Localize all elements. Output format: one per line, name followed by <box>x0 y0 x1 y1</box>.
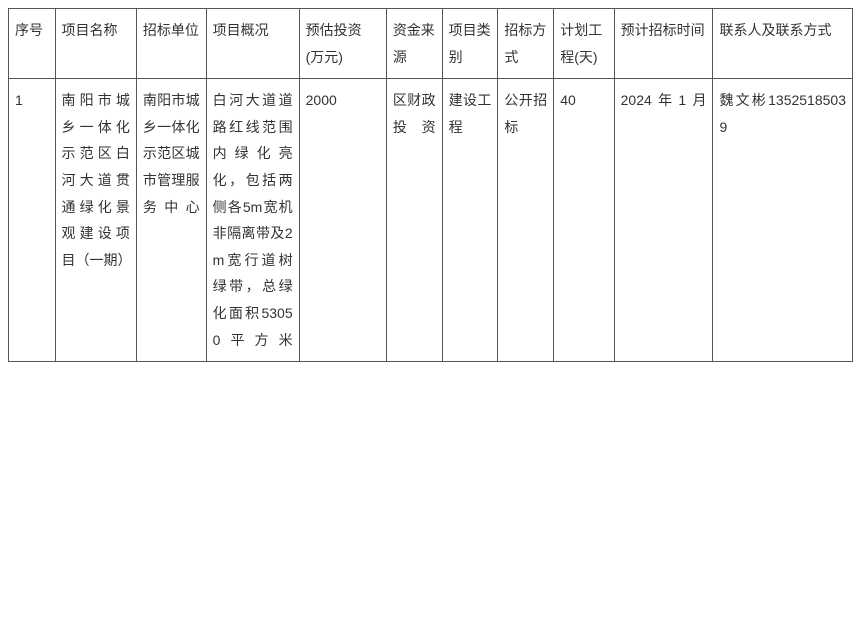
col-header-overview: 项目概况 <box>206 9 299 79</box>
col-header-tender-method: 招标方式 <box>498 9 554 79</box>
cell-investment: 2000 <box>299 79 386 362</box>
col-header-investment: 预估投资 (万元) <box>299 9 386 79</box>
cell-tender-time: 2024年1月 <box>614 79 713 362</box>
table-row: 1 南阳市城乡一体化示范区白河大道贯通绿化景观建设项目（一期） 南阳市城乡一体化… <box>9 79 853 362</box>
table-header: 序号 项目名称 招标单位 项目概况 预估投资 (万元) 资金来源 项目类别 招标… <box>9 9 853 79</box>
col-header-category: 项目类别 <box>442 9 498 79</box>
col-header-tender-time: 预计招标时间 <box>614 9 713 79</box>
cell-contact: 魏文彬13525185039 <box>713 79 853 362</box>
col-header-project-name: 项目名称 <box>55 9 136 79</box>
col-header-contact: 联系人及联系方式 <box>713 9 853 79</box>
cell-seq: 1 <box>9 79 56 362</box>
cell-category: 建设工程 <box>442 79 498 362</box>
header-row: 序号 项目名称 招标单位 项目概况 预估投资 (万元) 资金来源 项目类别 招标… <box>9 9 853 79</box>
col-header-fund-source: 资金来源 <box>386 9 442 79</box>
cell-overview: 白河大道道路红线范围内绿化亮化，包括两侧各5m宽机非隔离带及2m宽行道树绿带，总… <box>206 79 299 362</box>
cell-tender-unit: 南阳市城乡一体化示范区城市管理服务中心 <box>136 79 206 362</box>
cell-fund-source: 区财政投资 <box>386 79 442 362</box>
cell-schedule: 40 <box>554 79 614 362</box>
col-header-schedule: 计划工程(天) <box>554 9 614 79</box>
bidding-table: 序号 项目名称 招标单位 项目概况 预估投资 (万元) 资金来源 项目类别 招标… <box>8 8 853 362</box>
col-header-seq: 序号 <box>9 9 56 79</box>
table-body: 1 南阳市城乡一体化示范区白河大道贯通绿化景观建设项目（一期） 南阳市城乡一体化… <box>9 79 853 362</box>
cell-project-name: 南阳市城乡一体化示范区白河大道贯通绿化景观建设项目（一期） <box>55 79 136 362</box>
cell-tender-method: 公开招标 <box>498 79 554 362</box>
col-header-tender-unit: 招标单位 <box>136 9 206 79</box>
